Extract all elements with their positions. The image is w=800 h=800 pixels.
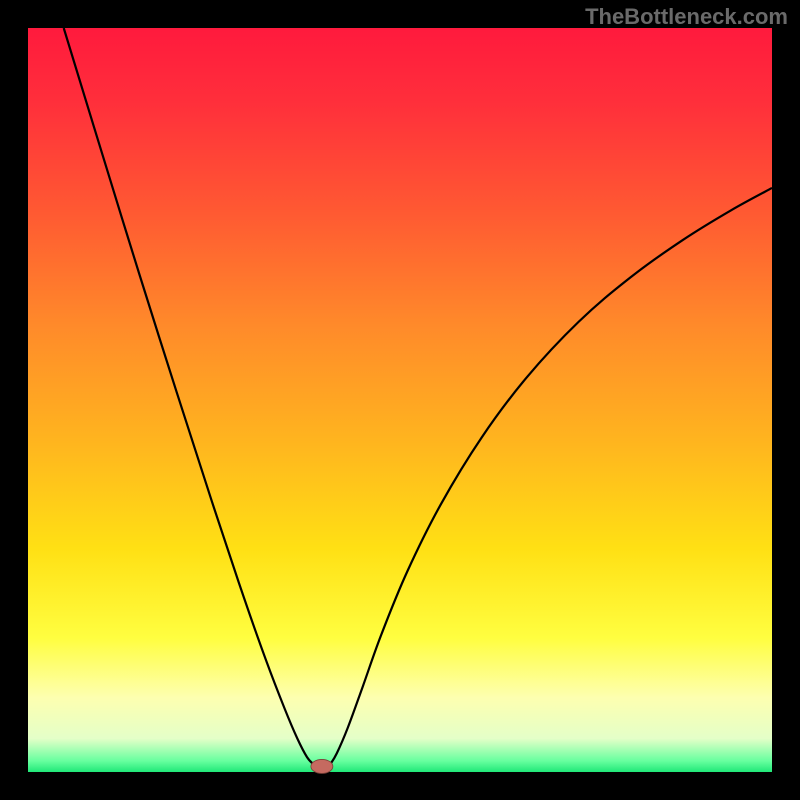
chart-container: TheBottleneck.com — [0, 0, 800, 800]
minimum-marker — [311, 759, 333, 773]
plot-background — [28, 28, 772, 772]
watermark-text: TheBottleneck.com — [585, 4, 788, 30]
chart-svg — [0, 0, 800, 800]
